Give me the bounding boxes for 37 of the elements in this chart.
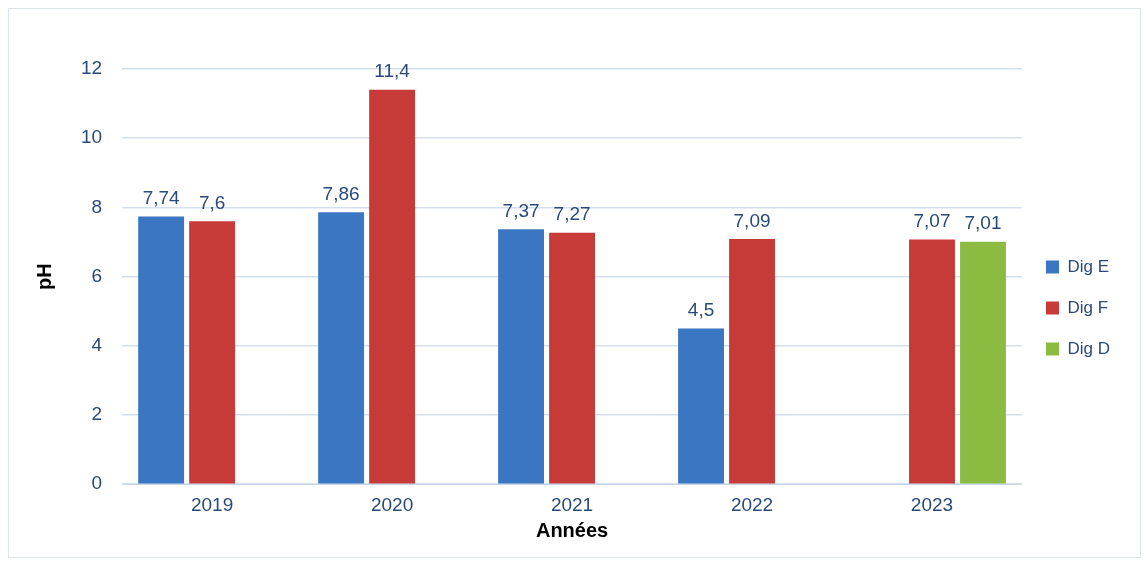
data-label: 7,07: [913, 210, 951, 232]
legend-label: Dig F: [1067, 297, 1109, 317]
data-label: 7,01: [964, 212, 1002, 234]
bar: [549, 232, 596, 484]
bar: [318, 212, 365, 484]
data-label: 7,27: [553, 203, 591, 225]
bar: [138, 216, 185, 484]
x-tick-label: 2021: [550, 493, 594, 515]
y-tick-label: 0: [91, 472, 103, 494]
y-tick-label: 6: [91, 264, 103, 286]
x-tick-label: 2020: [370, 493, 414, 515]
x-tick-label: 2019: [190, 493, 234, 515]
data-label: 7,6: [198, 191, 226, 213]
data-label: 7,74: [142, 187, 181, 209]
data-label: 4,5: [687, 299, 715, 321]
x-tick-label: 2023: [910, 493, 954, 515]
data-label: 11,4: [374, 60, 411, 82]
bar: [960, 241, 1006, 484]
bar: [189, 221, 236, 484]
legend-label: Dig E: [1067, 256, 1110, 276]
data-label: 7,86: [322, 182, 360, 204]
data-label: 7,09: [733, 209, 771, 231]
bar: [909, 239, 955, 484]
y-tick-label: 2: [91, 403, 103, 425]
y-tick-label: 10: [80, 126, 103, 148]
legend-label: Dig D: [1067, 338, 1111, 358]
bar: [369, 89, 416, 484]
bar: [498, 229, 545, 484]
bar: [678, 328, 724, 484]
y-tick-label: 8: [91, 195, 103, 217]
data-label: 7,37: [502, 199, 540, 221]
y-tick-label: 4: [91, 334, 103, 356]
bar: [729, 238, 775, 484]
y-tick-label: 12: [80, 57, 103, 79]
x-axis-title: Années: [535, 518, 609, 541]
x-tick-label: 2022: [730, 493, 774, 515]
y-axis-title: pH: [32, 263, 55, 290]
